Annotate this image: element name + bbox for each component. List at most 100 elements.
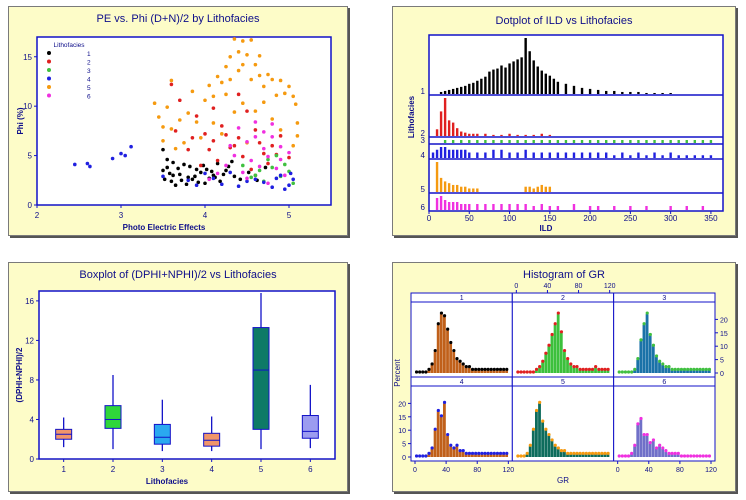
- scatter-point-lith-1: [204, 167, 209, 172]
- histogram-dot: [566, 451, 570, 455]
- dotplot-bar-lith-3: [653, 140, 656, 143]
- histogram-dot: [464, 365, 468, 369]
- dotplot-bar-lith-2: [443, 98, 447, 136]
- dotplot-bar-lith-1: [484, 76, 487, 94]
- x-axis-label: ILD: [540, 224, 553, 233]
- dotplot-bar-lith-1: [548, 75, 552, 94]
- dotplot-bar-lith-6: [451, 202, 455, 210]
- dotplot-bar-lith-6: [508, 204, 511, 210]
- dotplot-bar-lith-2: [548, 134, 552, 136]
- dotplot-bar-lith-4: [524, 149, 527, 158]
- x-tick-label: 5: [287, 211, 292, 220]
- histogram-dot: [651, 438, 656, 442]
- dotplot-bar-lith-3: [621, 140, 624, 143]
- histogram-dot: [414, 454, 419, 458]
- legend-label: 2: [87, 60, 91, 67]
- dotplot-bar-lith-3: [556, 140, 560, 143]
- dotplot-bar-lith-4: [621, 152, 624, 158]
- dotplot-bar-lith-4: [548, 152, 552, 158]
- histogram-dot: [606, 451, 610, 455]
- histogram-dot: [430, 362, 434, 366]
- histogram-dot: [492, 367, 496, 371]
- histogram-dot: [686, 367, 690, 371]
- x-tick-label: 4: [203, 211, 208, 220]
- dotplot-bar-lith-2: [447, 120, 451, 136]
- scatter-point-lith-1: [165, 165, 169, 170]
- scatter-point-lith-2: [253, 128, 258, 132]
- scatter-point-lith-1: [201, 163, 206, 168]
- dotplot-bar-lith-3: [661, 140, 664, 143]
- scatter-point-lith-5: [274, 93, 279, 98]
- dotplot-bar-lith-3: [532, 140, 535, 143]
- scatter-point-lith-1: [161, 147, 165, 152]
- histogram-dot: [658, 359, 662, 363]
- histogram-bar: [505, 454, 509, 457]
- scatter-point-lith-3: [283, 162, 287, 167]
- facet-label: 1: [460, 295, 464, 302]
- histogram-bar: [594, 367, 597, 373]
- histogram-dot: [594, 365, 598, 369]
- scatter-point-lith-1: [196, 180, 201, 185]
- histogram-bar: [559, 332, 563, 373]
- histogram-dot: [673, 451, 677, 455]
- histogram-dot: [458, 449, 462, 453]
- histogram-dot: [559, 449, 564, 453]
- x-tick-label: 40: [544, 283, 552, 290]
- scatter-point-lith-1: [176, 166, 180, 171]
- dotplot-bar-lith-1: [572, 85, 576, 94]
- scatter-point-lith-6: [228, 143, 232, 148]
- histogram-dot: [682, 454, 687, 458]
- histogram-dot: [439, 311, 444, 315]
- histogram-dot: [464, 451, 468, 455]
- histogram-dot: [544, 351, 548, 355]
- y-tick-label: 10: [398, 428, 406, 435]
- histogram-bar: [676, 370, 680, 373]
- histogram-bar: [600, 454, 604, 457]
- x-tick-label: 120: [705, 467, 717, 474]
- scatter-point-lith-5: [228, 54, 232, 59]
- histogram-bar: [636, 424, 640, 457]
- histogram-bar: [455, 446, 459, 457]
- histogram-bar: [581, 454, 585, 457]
- histogram-dot: [562, 449, 567, 453]
- dotplot-bar-lith-3: [669, 140, 672, 143]
- histogram-bar: [458, 362, 462, 373]
- dotplot-bar-lith-3: [629, 140, 632, 143]
- histogram-dot: [661, 446, 665, 450]
- scatter-point-lith-4: [186, 178, 190, 183]
- histogram-dot: [433, 348, 437, 353]
- dotplot-bar-lith-2: [492, 134, 495, 136]
- dotplot-bar-lith-3: [508, 140, 511, 143]
- histogram-bar: [452, 351, 456, 373]
- histogram-dot: [414, 370, 419, 374]
- dotplot-bar-lith-2: [460, 131, 463, 136]
- histogram-dot: [531, 370, 536, 374]
- scatter-point-lith-1: [165, 157, 169, 162]
- histogram-dot: [664, 365, 668, 369]
- x-tick-label: 3: [119, 211, 124, 220]
- dotplot-bar-lith-1: [492, 69, 495, 94]
- histogram-bar: [695, 370, 699, 373]
- histogram-dot: [483, 451, 487, 455]
- dotplot-bar-lith-1: [605, 90, 608, 94]
- histogram-dot: [446, 432, 450, 437]
- x-tick-label: 0: [616, 467, 620, 474]
- scatter-point-lith-6: [224, 163, 228, 168]
- legend-label: 1: [87, 51, 91, 58]
- plot-area: [428, 34, 724, 212]
- scatter-point-lith-1: [203, 181, 207, 186]
- dotplot-bar-lith-4: [645, 155, 648, 158]
- scatter-point-lith-5: [199, 136, 203, 140]
- scatter-point-lith-1: [186, 175, 190, 180]
- dotplot-bar-lith-3: [613, 140, 616, 143]
- x-tick-label: 4: [209, 465, 214, 474]
- dotplot-bar-lith-3: [492, 140, 495, 143]
- histogram-bar: [633, 446, 637, 457]
- dotplot-bar-lith-4: [564, 152, 568, 158]
- dotplot-bar-lith-1: [443, 90, 447, 94]
- dotplot-bar-lith-3: [548, 140, 552, 143]
- box-iqr-lith-6: [301, 415, 319, 439]
- scatter-point-lith-1: [162, 177, 167, 182]
- legend-swatch: [47, 93, 51, 98]
- dotplot-bar-lith-6: [464, 204, 467, 210]
